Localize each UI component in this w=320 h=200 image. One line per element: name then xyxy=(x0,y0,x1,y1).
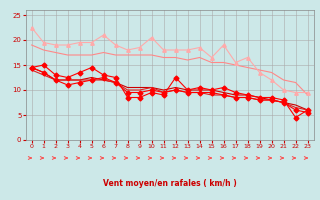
Text: Vent moyen/en rafales ( km/h ): Vent moyen/en rafales ( km/h ) xyxy=(103,180,236,188)
